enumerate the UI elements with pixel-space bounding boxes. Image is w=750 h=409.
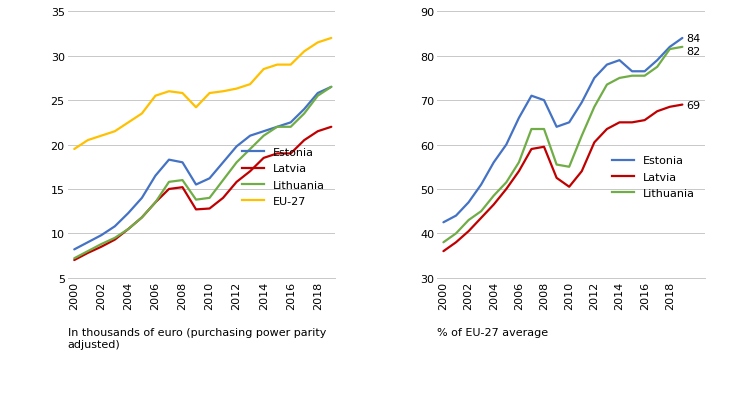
Legend: Estonia, Latvia, Lithuania: Estonia, Latvia, Lithuania [608, 152, 700, 202]
Text: 69: 69 [686, 100, 700, 110]
Text: In thousands of euro (purchasing power parity
adjusted): In thousands of euro (purchasing power p… [68, 327, 326, 349]
Text: 84: 84 [686, 34, 700, 44]
Text: 82: 82 [686, 47, 700, 57]
Legend: Estonia, Latvia, Lithuania, EU-27: Estonia, Latvia, Lithuania, EU-27 [238, 144, 330, 211]
Text: % of EU-27 average: % of EU-27 average [437, 327, 548, 337]
